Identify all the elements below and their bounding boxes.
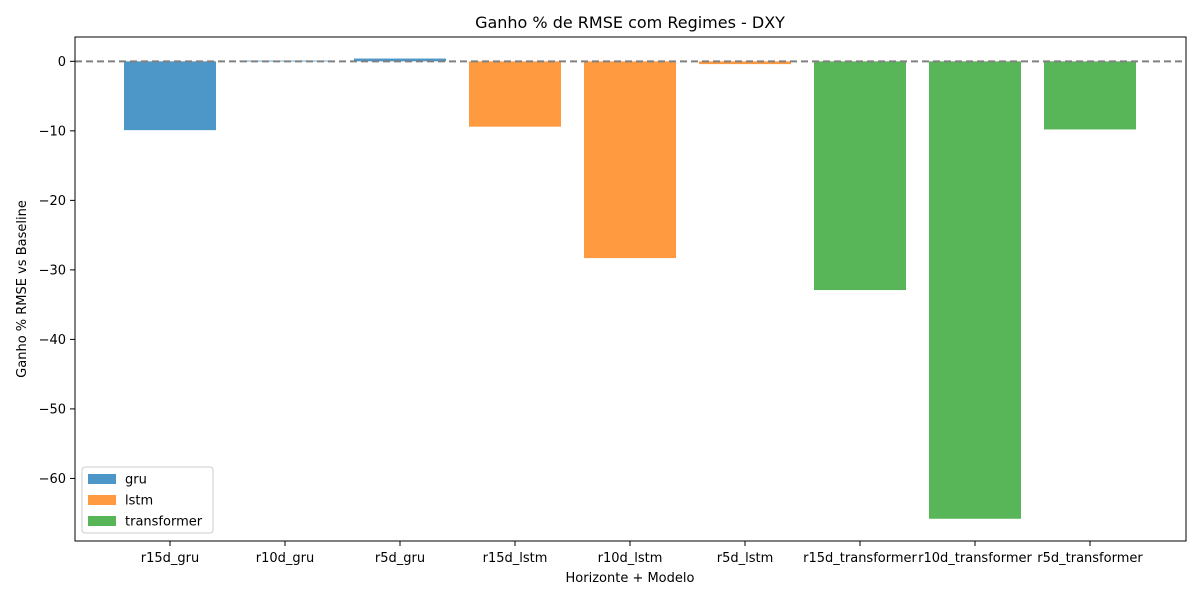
- y-tick-label: 0: [58, 55, 66, 70]
- legend-label-lstm: lstm: [125, 494, 153, 509]
- legend: gru lstm transformer: [81, 466, 214, 534]
- y-tick-label: −60: [39, 472, 66, 487]
- y-tick-label: −10: [39, 124, 66, 139]
- x-tick-label: r5d_lstm: [717, 551, 774, 566]
- y-tick-label: −30: [39, 263, 66, 278]
- legend-label-transformer: transformer: [125, 515, 203, 530]
- bars-layer: [124, 58, 1136, 519]
- x-tick-label: r10d_gru: [256, 551, 314, 566]
- x-tick-label: r10d_lstm: [598, 551, 663, 566]
- bar-r5d_gru: [354, 58, 446, 62]
- bar-r10d_transformer: [929, 61, 1021, 519]
- x-tick-label: r15d_gru: [141, 551, 199, 566]
- x-tick-label: r15d_lstm: [483, 551, 548, 566]
- bar-r15d_lstm: [469, 61, 561, 127]
- x-tick-label: r5d_gru: [375, 551, 425, 566]
- x-tick-label: r10d_transformer: [918, 551, 1032, 566]
- x-axis-label: Horizonte + Modelo: [566, 571, 695, 586]
- y-axis: 0 −10 −20 −30 −40 −50 −60: [39, 55, 75, 487]
- x-tick-label: r5d_transformer: [1037, 551, 1143, 566]
- bar-r10d_lstm: [584, 61, 676, 259]
- chart-title: Ganho % de RMSE com Regimes - DXY: [475, 13, 785, 32]
- legend-swatch-lstm: [88, 495, 116, 505]
- bar-r15d_gru: [124, 61, 216, 131]
- y-tick-label: −50: [39, 402, 66, 417]
- y-tick-label: −40: [39, 333, 66, 348]
- legend-swatch-gru: [88, 474, 116, 484]
- x-tick-label: r15d_transformer: [803, 551, 917, 566]
- x-axis: r15d_gru r10d_gru r5d_gru r15d_lstm r10d_lst…: [141, 541, 1143, 566]
- legend-label-gru: gru: [125, 473, 147, 488]
- y-axis-label: Ganho % RMSE vs Baseline: [15, 200, 30, 378]
- bar-r5d_lstm: [699, 61, 791, 65]
- bar-r15d_transformer: [814, 61, 906, 291]
- bar-r5d_transformer: [1044, 61, 1136, 130]
- y-tick-label: −20: [39, 194, 66, 209]
- legend-swatch-transformer: [88, 516, 116, 526]
